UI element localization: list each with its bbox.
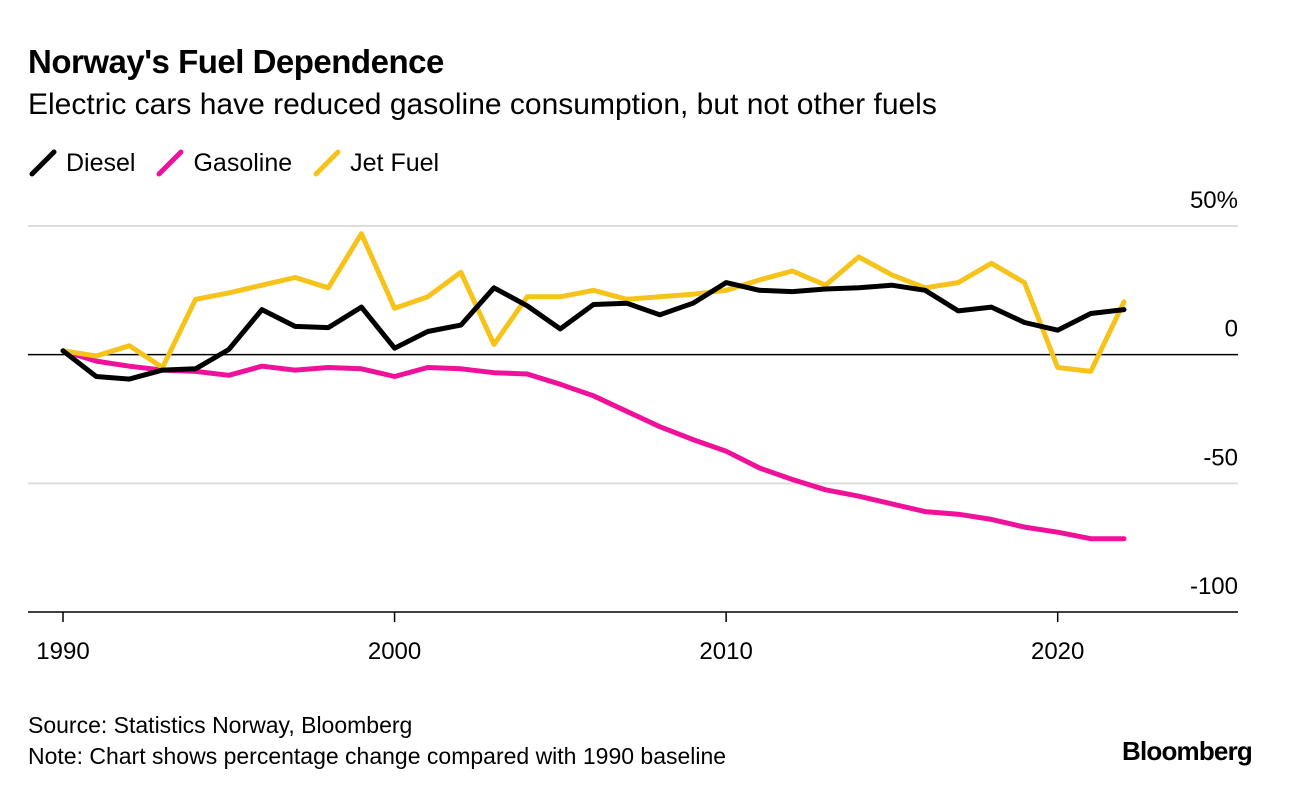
x-tick-label-2020: 2020 (1031, 638, 1084, 665)
series-line-jet-fuel (60, 231, 1127, 374)
legend-swatch-gasoline (156, 149, 184, 177)
legend-label-jet-fuel: Jet Fuel (350, 149, 440, 177)
x-tick-label-2010: 2010 (699, 638, 752, 665)
legend-item-gasoline: Gasoline (155, 146, 292, 180)
legend-swatch-diesel (29, 149, 57, 177)
legend-label-gasoline: Gasoline (193, 149, 293, 177)
legend: Diesel Gasoline Jet Fuel (28, 146, 459, 180)
legend-item-diesel: Diesel (28, 146, 135, 180)
chart-title: Norway's Fuel Dependence (28, 43, 444, 80)
x-tick-label-1990: 1990 (36, 638, 89, 665)
legend-label-diesel: Diesel (66, 149, 136, 177)
legend-swatch-jet-fuel (313, 149, 341, 177)
series-line-gasoline (60, 348, 1127, 542)
y-tick-label-minus-100: -100 (1190, 573, 1238, 600)
y-tick-label-minus-50: -50 (1203, 444, 1238, 471)
bloomberg-logo: Bloomberg (1121, 736, 1253, 766)
series-line-diesel (60, 280, 1127, 382)
legend-item-jet-fuel: Jet Fuel (312, 146, 439, 180)
x-tick-label-2000: 2000 (368, 638, 421, 665)
chart-subtitle: Electric cars have reduced gasoline cons… (28, 88, 937, 121)
y-tick-label-0: 0 (1225, 316, 1238, 343)
note-text: Note: Chart shows percentage change comp… (28, 743, 727, 769)
source-text: Source: Statistics Norway, Bloomberg (28, 712, 413, 738)
y-tick-label-50: 50% (1190, 187, 1238, 214)
